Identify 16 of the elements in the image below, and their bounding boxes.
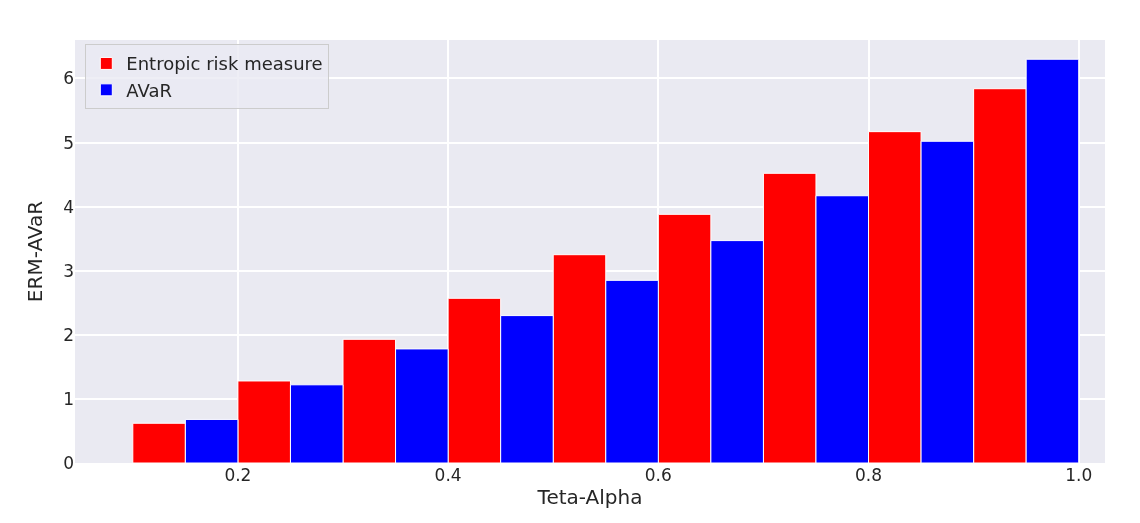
y-axis-title: ERM-AVaR (22, 200, 47, 303)
y-tick-label: 2 (63, 324, 74, 345)
x-tick-label: 0.2 (224, 465, 252, 485)
x-tick-label: 1.0 (1065, 465, 1093, 485)
y-tick-label: 0 (63, 452, 74, 473)
y-tick-label: 1 (63, 388, 74, 409)
x-tick-label: 0.4 (434, 465, 462, 485)
y-tick-label: 6 (63, 68, 74, 89)
x-tick-label: 0.8 (855, 465, 883, 485)
y-tick-label: 5 (63, 132, 74, 153)
legend-label: AVaR (126, 79, 172, 101)
legend-label: Entropic risk measure (126, 53, 323, 75)
x-tick-label: 0.6 (644, 465, 672, 485)
y-tick-label: 4 (63, 196, 74, 217)
x-axis-title: Teta-Alpha (536, 484, 643, 509)
y-tick-label: 3 (63, 260, 74, 281)
